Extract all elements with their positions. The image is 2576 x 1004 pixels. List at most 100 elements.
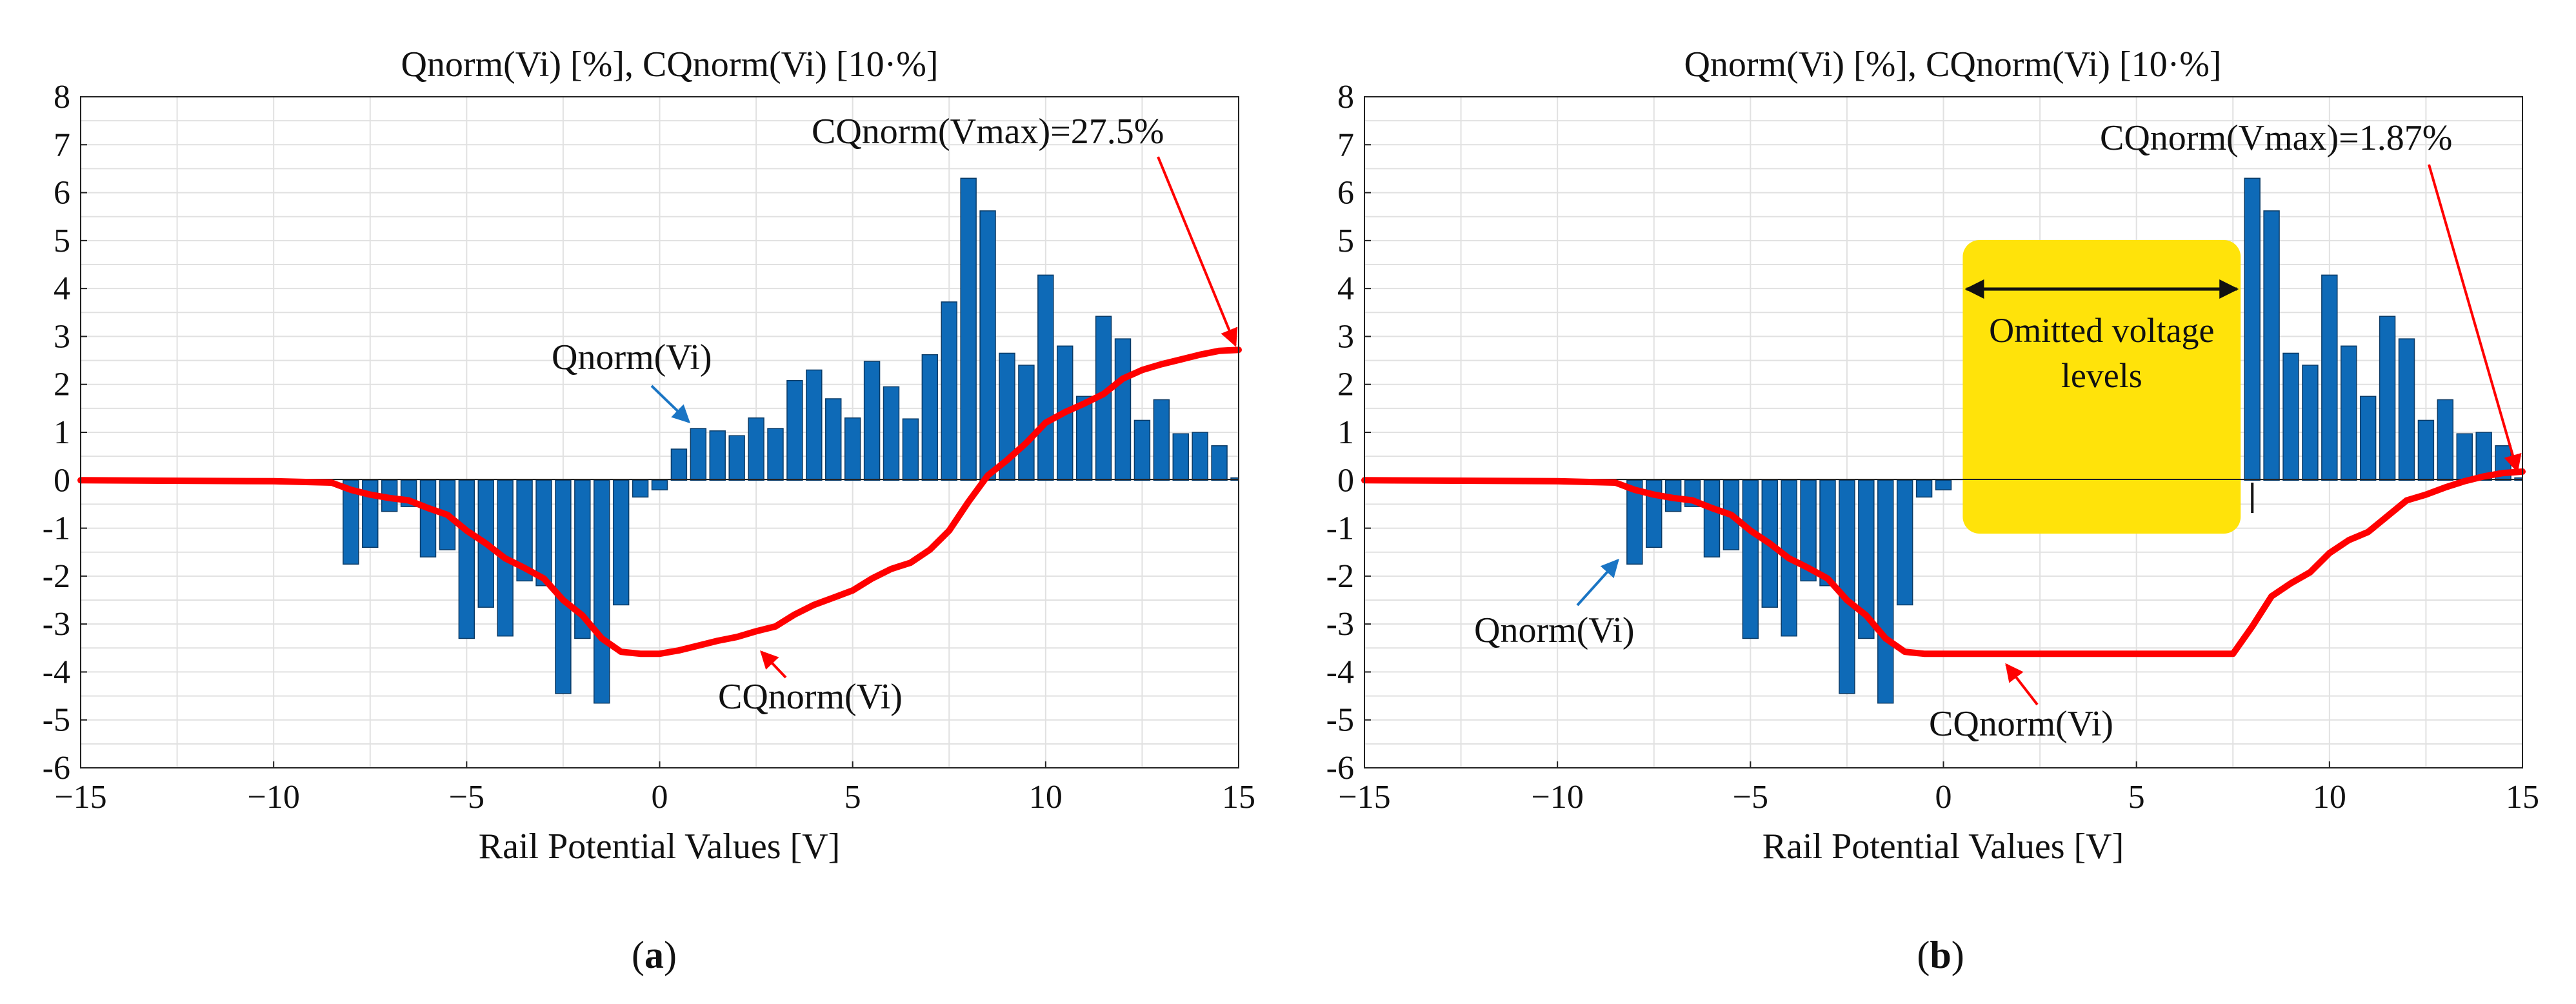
chart-a-axes-box: [80, 96, 1239, 768]
chart-a-panel-label-open: (: [632, 934, 644, 976]
chart-a-y-tick-label: -4: [43, 654, 70, 690]
chart-a-bar: [1133, 419, 1151, 481]
chart-b-y-tick-label: -2: [1326, 558, 1354, 595]
chart-a-x-axis: −15 −10 −5 0 5 10 15: [54, 761, 1255, 816]
chart-a-y-tick-label: 2: [54, 366, 70, 403]
chart-a-bar: [555, 479, 572, 694]
chart-a-bar: [343, 479, 359, 565]
chart-a-annotation-cqnorm: CQnorm(Vi): [718, 677, 903, 717]
chart-b-annotation-cqnorm-arrow: [2005, 663, 2039, 706]
chart-panel-b: Qnorm(Vi) [%], CQnorm(Vi) [10·%] 8 7 6 5 4 3 2…: [1326, 45, 2539, 976]
chart-b-y-tick-label: 3: [1337, 318, 1354, 355]
chart-a-x-tick-label: −5: [449, 779, 484, 816]
chart-b-bar: [1915, 479, 1933, 498]
chart-b-bar: [1877, 479, 1894, 704]
chart-a-y-tick-label: -1: [43, 510, 70, 547]
chart-b-panel-label-open: (: [1917, 934, 1930, 976]
chart-a-x-tick-label: 0: [652, 779, 668, 816]
chart-b-bar: [1839, 479, 1855, 694]
chart-b-bar: [2379, 316, 2396, 481]
chart-a-bar: [458, 479, 475, 639]
chart-a-y-tick-label: 4: [54, 270, 70, 307]
chart-a-y-tick-label: 8: [54, 79, 70, 115]
chart-a-bar: [786, 380, 803, 481]
chart-b-y-tick-label: 6: [1337, 175, 1354, 212]
chart-b-panel-label: (b): [1917, 934, 1964, 976]
chart-a-annotation-vmax-arrow: [1157, 156, 1238, 347]
chart-a-bar: [1211, 445, 1228, 481]
chart-b-annotation-cqnorm: CQnorm(Vi): [1929, 704, 2113, 744]
chart-b-y-tick-label: 7: [1337, 126, 1354, 163]
chart-b-bar: [2417, 419, 2435, 481]
chart-a-bar: [632, 479, 649, 498]
chart-b-y-tick-label: 1: [1337, 414, 1354, 451]
chart-a-panel-label-letter: a: [644, 934, 664, 976]
chart-a-bar: [941, 301, 957, 481]
chart-a-bar: [612, 479, 630, 606]
chart-b-y-tick-label: 5: [1337, 223, 1354, 259]
chart-a-annotation-qnorm: Qnorm(Vi): [552, 337, 712, 377]
chart-a-bar: [883, 386, 900, 481]
chart-b-axes-box: [1364, 96, 2523, 768]
chart-a-bar: [1018, 365, 1035, 481]
chart-a-bar: [709, 430, 726, 481]
chart-a-x-tick-label: 15: [1222, 779, 1255, 816]
chart-a-annotation-vmax: CQnorm(Vmax)=27.5%: [812, 112, 1164, 152]
chart-a-bar: [1172, 433, 1189, 481]
chart-b-y-tick-label: 4: [1337, 270, 1354, 307]
chart-b-y-tick-label: -1: [1326, 510, 1354, 547]
chart-a-y-tick-label: -6: [43, 750, 70, 787]
chart-a-bar: [921, 354, 939, 481]
chart-b-annotation-qnorm-arrow: [1576, 558, 1619, 607]
chart-a-y-tick-label: 5: [54, 223, 70, 259]
chart-a-y-tick-label: -2: [43, 558, 70, 595]
chart-b-annotation-vmax-arrow: [2428, 164, 2522, 473]
chart-a-bar: [516, 479, 533, 582]
omitted-voltage-label-line2: levels: [2061, 356, 2142, 395]
chart-b-bar: [2244, 177, 2261, 481]
chart-a-y-axis: 8 7 6 5 4 3 2 1 0 -1 -2 -3 -4 -5 -6: [43, 79, 87, 787]
chart-a-x-tick-label: −15: [54, 779, 106, 816]
chart-a-x-tick-label: −10: [248, 779, 300, 816]
chart-a-y-tick-label: 1: [54, 414, 70, 451]
chart-b-annotation-vmax: CQnorm(Vmax)=1.87%: [2100, 118, 2452, 158]
chart-a-bar: [1192, 432, 1208, 481]
chart-a-y-tick-label: 7: [54, 126, 70, 163]
chart-a-bar: [1075, 396, 1093, 481]
chart-a-x-tick-label: 5: [844, 779, 861, 816]
chart-b-bar: [1703, 479, 1721, 557]
chart-b-bar: [2302, 365, 2319, 481]
chart-b-bar: [1935, 479, 1952, 490]
chart-b-bar: [2456, 433, 2473, 481]
chart-a-panel-label: (a): [632, 934, 677, 976]
chart-a-bar: [979, 210, 996, 481]
chart-a-y-tick-label: -5: [43, 702, 70, 739]
chart-b-y-tick-label: 2: [1337, 366, 1354, 403]
chart-a-x-label: Rail Potential Values [V]: [479, 827, 840, 867]
chart-b-x-label: Rail Potential Values [V]: [1762, 827, 2124, 867]
chart-b-x-tick-label: 0: [1935, 779, 1952, 816]
chart-a-bar: [748, 417, 764, 481]
chart-a-bar: [728, 435, 745, 481]
chart-a-bar: [863, 361, 881, 481]
chart-panel-a: Qnorm(Vi) [%], CQnorm(Vi) [10·%] 8 7 6 5 4 3 2…: [43, 45, 1255, 976]
chart-a-bar: [690, 428, 707, 481]
chart-a-annotation-qnorm-arrow: [650, 385, 691, 423]
chart-a-bar: [806, 369, 823, 481]
chart-b-y-tick-label: -3: [1326, 606, 1354, 643]
chart-a-bar: [1153, 399, 1170, 481]
omitted-voltage-box: [1962, 240, 2241, 534]
chart-a-y-tick-label: 6: [54, 175, 70, 212]
chart-b-x-tick-label: 10: [2313, 779, 2346, 816]
chart-b-bar: [2263, 210, 2280, 481]
chart-a-bar: [594, 479, 610, 704]
chart-a-y-tick-label: -3: [43, 606, 70, 643]
chart-b-y-tick-label: 0: [1337, 462, 1354, 499]
chart-b-bar: [1626, 479, 1643, 565]
chart-b-x-tick-label: −10: [1532, 779, 1584, 816]
chart-b-bar: [1742, 479, 1759, 639]
chart-b-annotation-qnorm: Qnorm(Vi): [1474, 610, 1635, 650]
chart-b-bar: [2282, 352, 2299, 481]
chart-a-bar: [902, 418, 919, 481]
